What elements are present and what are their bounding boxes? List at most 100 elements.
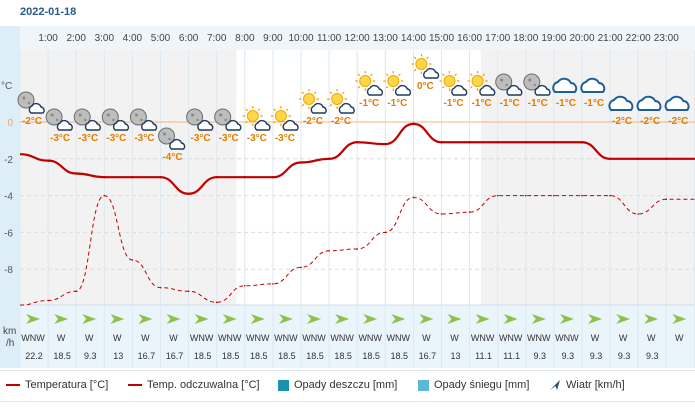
wind-arrow-icon	[82, 314, 97, 324]
legend-feels-like-swatch	[128, 384, 142, 387]
hour-tick-label: 1:00	[38, 33, 58, 44]
sun-cloud-icon-ray	[329, 103, 333, 107]
hour-tick-label: 4:00	[123, 33, 143, 44]
wind-direction-label: W	[619, 333, 628, 343]
sun-cloud-icon-ray	[441, 73, 445, 77]
moon-cloud-icon-crater	[219, 113, 223, 117]
y-axis-unit-label: °C	[1, 81, 12, 92]
wind-direction-label: W	[675, 333, 684, 343]
sun-cloud-icon-ray	[301, 91, 305, 95]
weather-chart: 0 -2 -4 -6 -8 °C 1:00 2:00 3:00 4:00 5:00 6:00 7:00 8…	[0, 26, 695, 368]
wind-arrow-icon	[447, 314, 462, 324]
temperature-data-point	[665, 157, 668, 160]
feels-like-data-point	[131, 259, 134, 261]
moon-cloud-icon	[523, 73, 551, 96]
sun-cloud-icon-ray	[245, 120, 248, 124]
wind-arrow-icon	[26, 314, 40, 324]
cloud-icon	[580, 77, 606, 93]
hour-tick-label: 5:00	[151, 33, 171, 44]
sun-cloud-icon-cloud	[366, 84, 383, 96]
wind-arrow-shape	[475, 314, 490, 324]
legend-item-wind[interactable]: Wiatr [km/h]	[549, 379, 625, 391]
wind-direction-label: WNW	[499, 333, 523, 343]
sun-cloud-icon-ray	[357, 73, 361, 77]
temperature-data-point	[327, 157, 331, 160]
cloud-icon	[664, 95, 690, 111]
feels-like-data-point	[581, 194, 583, 197]
temperature-label: -1°C	[443, 98, 463, 109]
moon-cloud-icon-cloud	[84, 119, 101, 131]
temperature-label: -1°C	[500, 98, 520, 109]
sun-cloud-icon-cloud	[423, 67, 440, 79]
wind-arrow-icon	[503, 314, 518, 324]
temperature-data-point	[608, 157, 612, 160]
feels-like-data-point	[244, 284, 246, 287]
moon-cloud-icon	[495, 73, 523, 96]
feels-like-data-point	[468, 211, 471, 213]
wind-arrow-shape	[644, 314, 659, 324]
legend-item-temperature[interactable]: Temperatura [°C]	[6, 379, 108, 391]
temperature-label: -3°C	[134, 133, 154, 144]
wind-speed-label: 11.1	[475, 351, 492, 361]
wind-speed-label: 18.5	[194, 351, 212, 361]
temperature-label: -3°C	[78, 133, 98, 144]
wind-arrow-shape	[278, 314, 293, 324]
wind-speed-label: 18.5	[53, 351, 71, 361]
moon-cloud-icon-crater	[140, 118, 143, 122]
moon-cloud-icon-cloud	[141, 119, 158, 131]
temperature-label: -3°C	[106, 133, 126, 144]
wind-speed-label: 18.5	[222, 351, 240, 361]
wind-direction-label: W	[141, 333, 150, 343]
wind-unit-label: km	[3, 326, 16, 337]
hour-tick-label: 3:00	[95, 33, 115, 44]
sun-cloud-icon	[383, 71, 412, 96]
legend-wind-label: Wiatr [km/h]	[566, 379, 625, 391]
temperature-data-point	[468, 141, 471, 144]
wind-speed-label: 9.3	[618, 351, 631, 361]
temperature-label: -1°C	[556, 98, 576, 109]
sun-cloud-icon	[242, 106, 271, 131]
feels-like-data-point	[159, 286, 162, 289]
sun-cloud-icon	[270, 106, 299, 131]
temperature-data-point	[552, 141, 556, 144]
y-tick-label: -6	[4, 228, 13, 239]
wind-arrow-icon	[222, 314, 237, 324]
temperature-data-point	[215, 176, 218, 179]
legend-item-feels-like[interactable]: Temp. odczuwalna [°C]	[128, 379, 260, 391]
wind-direction-label: WNW	[218, 333, 242, 343]
sun-cloud-icon-cloud	[451, 84, 468, 96]
legend-item-snow[interactable]: Opady śniegu [mm]	[418, 379, 529, 391]
wind-arrow-shape	[307, 314, 321, 324]
moon-cloud-icon	[186, 108, 214, 131]
wind-arrow-icon	[475, 314, 490, 324]
temperature-data-point	[440, 141, 443, 144]
sun-cloud-icon-cloud	[282, 119, 299, 131]
moon-cloud-icon-moon	[214, 108, 232, 126]
sun-cloud-icon-sun	[246, 110, 259, 122]
wind-arrow-shape	[82, 314, 97, 324]
wind-direction-label: W	[647, 333, 656, 343]
wind-arrow-shape	[588, 314, 602, 324]
wind-arrow-shape	[335, 314, 350, 324]
sun-cloud-icon-ray	[454, 73, 458, 77]
wind-arrow-icon	[166, 314, 181, 324]
hour-tick-label: 8:00	[235, 33, 255, 44]
moon-cloud-icon-cloud	[534, 84, 551, 96]
hour-header-band	[20, 26, 695, 50]
wind-direction-label: W	[591, 333, 600, 343]
hour-tick-label: 15:00	[429, 33, 454, 44]
moon-cloud-icon-crater	[500, 78, 504, 82]
hour-tick-label: 19:00	[541, 33, 566, 44]
legend-item-rain[interactable]: Opady deszczu [mm]	[278, 379, 397, 391]
feels-like-data-point	[103, 194, 106, 197]
feels-like-data-point	[215, 301, 218, 304]
temperature-data-point	[103, 176, 106, 179]
sun-cloud-icon-cloud	[394, 84, 412, 96]
temperature-data-point	[243, 176, 246, 179]
sun-cloud-icon-ray	[357, 85, 361, 89]
moon-cloud-icon	[214, 108, 242, 131]
moon-cloud-icon-crater	[112, 118, 115, 122]
feels-like-data-point	[384, 231, 387, 234]
wind-speed-label: 16.7	[166, 351, 184, 361]
wind-speed-label: 13	[113, 351, 123, 361]
